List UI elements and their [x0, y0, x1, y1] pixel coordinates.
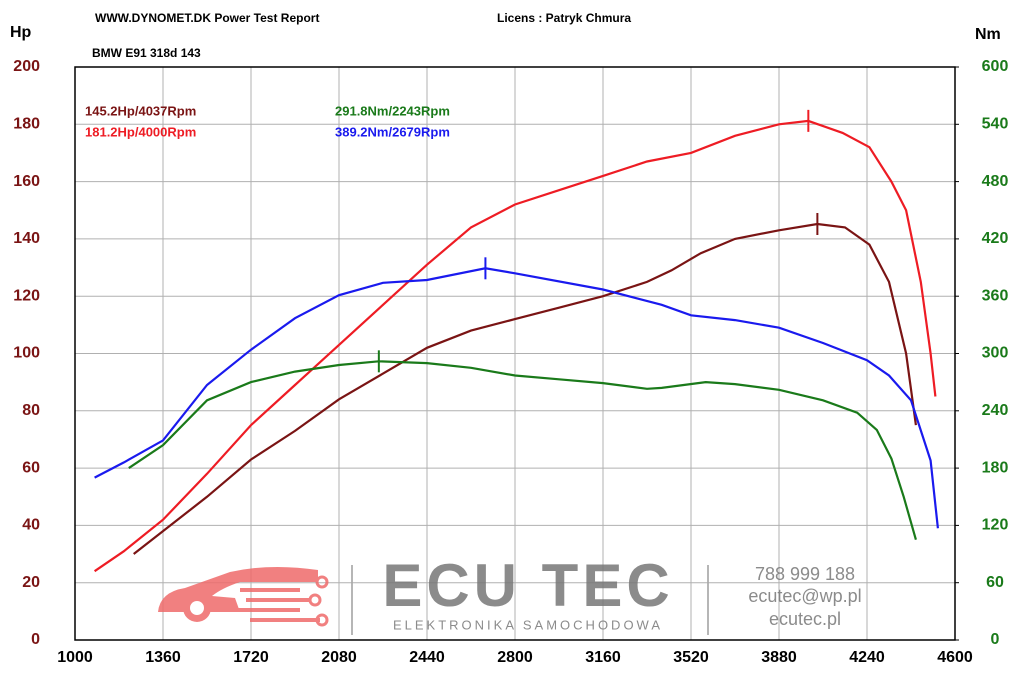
y2-tick-label: 240: [982, 402, 1009, 419]
y2-tick-label: 360: [982, 287, 1009, 304]
x-tick-label: 4600: [937, 649, 973, 666]
series-line: [128, 360, 917, 541]
y2-axis-label: Nm: [975, 26, 1001, 43]
y-tick-label: 0: [31, 631, 40, 648]
annotation: 145.2Hp/4037Rpm: [85, 103, 196, 118]
y2-tick-label: 420: [982, 230, 1009, 247]
y-axis-label: Hp: [10, 24, 32, 41]
x-tick-label: 2800: [497, 649, 533, 666]
y-tick-label: 100: [13, 345, 40, 362]
x-tick-label: 4240: [849, 649, 885, 666]
y-tick-label: 200: [13, 58, 40, 75]
y-tick-label: 120: [13, 287, 40, 304]
annotation: 389.2Nm/2679Rpm: [335, 124, 450, 139]
series-line: [94, 267, 939, 529]
y-tick-label: 180: [13, 116, 40, 133]
x-tick-label: 1000: [57, 649, 93, 666]
x-tick-label: 3880: [761, 649, 797, 666]
y2-tick-label: 540: [982, 116, 1009, 133]
site: ecutec.pl: [769, 609, 841, 629]
email: ecutec@wp.pl: [748, 586, 861, 606]
y2-tick-label: 180: [982, 459, 1009, 476]
y-tick-label: 20: [22, 574, 40, 591]
x-tick-label: 3160: [585, 649, 621, 666]
watermark: ECU TEC ELEKTRONIKA SAMOCHODOWA 788 999 …: [158, 552, 862, 635]
logo: [158, 566, 329, 627]
y2-tick-label: 60: [986, 574, 1004, 591]
license: Licens : Patryk Chmura: [497, 11, 631, 25]
annotation: 291.8Nm/2243Rpm: [335, 103, 450, 118]
brand: ECU TEC: [382, 552, 673, 619]
x-tick-label: 1360: [145, 649, 181, 666]
y2-tick-label: 480: [982, 173, 1009, 190]
y-tick-label: 60: [22, 459, 40, 476]
y2-tick-label: 600: [982, 58, 1009, 75]
y2-tick-label: 0: [991, 631, 1000, 648]
tagline: ELEKTRONIKA SAMOCHODOWA: [393, 617, 663, 632]
annotation: 181.2Hp/4000Rpm: [85, 124, 196, 139]
phone: 788 999 188: [755, 564, 855, 584]
series-line: [133, 222, 917, 555]
chart-title: WWW.DYNOMET.DK Power Test Report: [95, 11, 319, 25]
x-tick-label: 3520: [673, 649, 709, 666]
x-tick-label: 2080: [321, 649, 357, 666]
y2-tick-label: 120: [982, 517, 1009, 534]
y-tick-label: 80: [22, 402, 40, 419]
x-tick-label: 2440: [409, 649, 445, 666]
series-line: [93, 119, 937, 573]
y2-tick-label: 300: [982, 345, 1009, 362]
y-tick-label: 140: [13, 230, 40, 247]
x-tick-label: 1720: [233, 649, 269, 666]
y-tick-label: 160: [13, 173, 40, 190]
subtitle: BMW E91 318d 143: [92, 46, 201, 60]
y-tick-label: 40: [22, 517, 40, 534]
